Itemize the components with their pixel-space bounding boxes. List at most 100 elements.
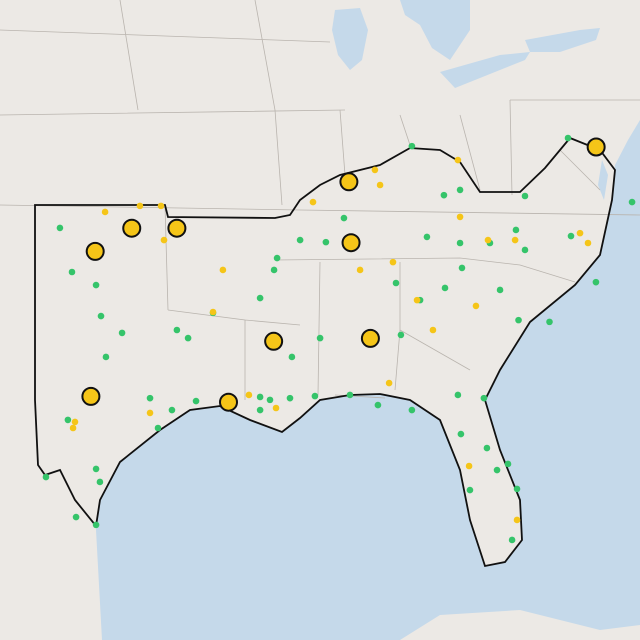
large-marker[interactable]: [122, 218, 142, 238]
marker[interactable]: [457, 430, 465, 438]
marker[interactable]: [136, 202, 144, 210]
marker[interactable]: [256, 294, 264, 302]
marker[interactable]: [385, 379, 393, 387]
marker[interactable]: [512, 226, 520, 234]
large-marker[interactable]: [264, 331, 284, 351]
marker[interactable]: [392, 279, 400, 287]
marker[interactable]: [374, 401, 382, 409]
marker[interactable]: [311, 392, 319, 400]
marker[interactable]: [245, 391, 253, 399]
marker[interactable]: [168, 406, 176, 414]
marker[interactable]: [376, 181, 384, 189]
marker[interactable]: [454, 156, 462, 164]
marker[interactable]: [429, 326, 437, 334]
marker[interactable]: [408, 406, 416, 414]
marker[interactable]: [102, 353, 110, 361]
marker[interactable]: [272, 404, 280, 412]
large-marker[interactable]: [360, 328, 380, 348]
marker[interactable]: [92, 281, 100, 289]
marker[interactable]: [513, 516, 521, 524]
marker[interactable]: [480, 394, 488, 402]
marker[interactable]: [288, 353, 296, 361]
marker[interactable]: [508, 536, 516, 544]
marker[interactable]: [356, 266, 364, 274]
marker[interactable]: [192, 397, 200, 405]
marker[interactable]: [97, 312, 105, 320]
marker[interactable]: [454, 391, 462, 399]
marker[interactable]: [458, 264, 466, 272]
marker[interactable]: [628, 198, 636, 206]
marker[interactable]: [493, 466, 501, 474]
marker[interactable]: [496, 286, 504, 294]
marker[interactable]: [546, 318, 553, 326]
marker[interactable]: [270, 266, 278, 274]
marker[interactable]: [184, 334, 192, 342]
large-marker[interactable]: [81, 386, 101, 406]
marker[interactable]: [389, 258, 397, 266]
marker[interactable]: [408, 142, 416, 150]
large-marker[interactable]: [219, 392, 238, 412]
marker[interactable]: [340, 214, 348, 222]
marker[interactable]: [592, 278, 600, 286]
marker[interactable]: [346, 391, 354, 399]
marker[interactable]: [441, 284, 449, 292]
marker[interactable]: [69, 424, 77, 432]
marker[interactable]: [154, 424, 162, 432]
marker[interactable]: [256, 406, 264, 414]
marker[interactable]: [576, 229, 584, 237]
marker[interactable]: [466, 486, 474, 494]
marker[interactable]: [173, 326, 181, 334]
marker[interactable]: [371, 166, 379, 174]
marker[interactable]: [316, 334, 324, 342]
marker[interactable]: [413, 296, 421, 304]
marker[interactable]: [567, 232, 575, 240]
marker[interactable]: [92, 465, 100, 473]
marker[interactable]: [146, 394, 154, 402]
marker[interactable]: [515, 316, 522, 324]
marker[interactable]: [68, 268, 76, 276]
marker[interactable]: [266, 396, 274, 404]
marker[interactable]: [146, 409, 154, 417]
marker[interactable]: [484, 236, 492, 244]
marker[interactable]: [209, 308, 217, 316]
marker[interactable]: [465, 462, 473, 470]
marker[interactable]: [456, 239, 464, 247]
marker[interactable]: [96, 478, 104, 486]
large-marker[interactable]: [341, 233, 361, 253]
marker[interactable]: [513, 485, 521, 493]
marker[interactable]: [584, 239, 592, 247]
large-marker[interactable]: [586, 137, 606, 157]
marker[interactable]: [440, 191, 448, 199]
marker[interactable]: [397, 331, 405, 339]
marker[interactable]: [423, 233, 431, 241]
marker[interactable]: [219, 266, 227, 274]
marker[interactable]: [472, 302, 480, 310]
marker[interactable]: [296, 236, 304, 244]
marker[interactable]: [101, 208, 109, 216]
marker[interactable]: [564, 134, 572, 142]
large-marker[interactable]: [339, 172, 359, 192]
marker[interactable]: [160, 236, 168, 244]
marker[interactable]: [42, 473, 50, 481]
marker[interactable]: [256, 393, 264, 401]
marker[interactable]: [286, 394, 294, 402]
marker[interactable]: [56, 224, 64, 232]
large-marker[interactable]: [167, 218, 187, 238]
marker[interactable]: [157, 202, 165, 210]
marker[interactable]: [521, 246, 529, 254]
marker[interactable]: [71, 418, 79, 426]
marker[interactable]: [483, 444, 491, 452]
marker[interactable]: [322, 238, 330, 246]
marker[interactable]: [118, 329, 126, 337]
marker[interactable]: [273, 254, 281, 262]
large-marker[interactable]: [85, 241, 105, 261]
marker[interactable]: [521, 192, 529, 200]
marker[interactable]: [309, 198, 317, 206]
marker[interactable]: [92, 521, 100, 529]
marker[interactable]: [504, 460, 512, 468]
marker[interactable]: [64, 416, 72, 424]
marker[interactable]: [511, 236, 519, 244]
marker[interactable]: [456, 213, 464, 221]
marker[interactable]: [72, 513, 80, 521]
marker[interactable]: [456, 186, 464, 194]
